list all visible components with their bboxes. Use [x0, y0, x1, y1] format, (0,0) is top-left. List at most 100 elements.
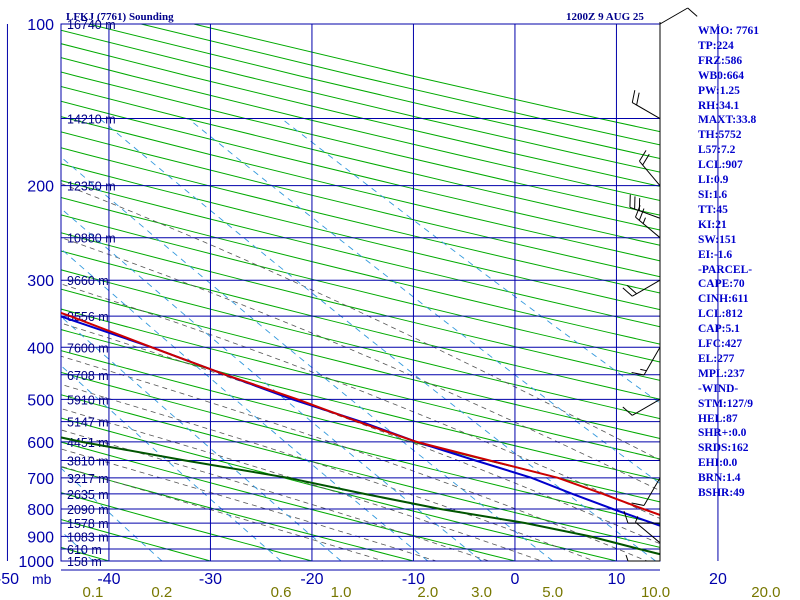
stat-line: EHI:0.0	[698, 457, 738, 470]
wind-barb-staff	[632, 398, 661, 416]
height-label: 8556 m	[67, 310, 109, 324]
stat-line: EI:-1.6	[698, 248, 733, 261]
stat-line: WB0:664	[698, 69, 744, 82]
stat-line: PW:1.25	[698, 84, 740, 97]
dry-adiabat-line	[61, 350, 660, 503]
wind-barb-staff	[639, 160, 661, 186]
wind-barb-flag	[636, 92, 640, 106]
height-label: 610 m	[67, 543, 102, 557]
height-label: 16740 m	[67, 18, 116, 32]
height-label: 9660 m	[67, 274, 109, 288]
wind-barb-flag	[623, 510, 629, 524]
stat-line: KI:21	[698, 218, 727, 231]
wind-barb-flag	[687, 7, 698, 17]
wind-barb-staff	[635, 521, 661, 544]
grid	[6, 23, 719, 571]
stats-panel: WMO: 7761 TP:224 FRZ:586 WB0:664 PW:1.25 RH:3…	[698, 24, 798, 501]
temperature-tick-label: 0	[510, 571, 519, 588]
pressure-tick-label: 800	[27, 502, 54, 519]
temperature-tick-label: 10	[608, 571, 626, 588]
mixing-ratio-lines	[61, 118, 660, 561]
dry-adiabat-line	[61, 329, 660, 481]
dry-adiabat-line	[61, 308, 660, 460]
wind-barb-staff	[659, 7, 688, 25]
sounding-time: 1200Z 9 AUG 25	[566, 11, 644, 23]
stat-line: SRDS:162	[698, 442, 749, 455]
stat-line: CINH:611	[698, 293, 749, 306]
stat-line: SW:151	[698, 233, 737, 246]
mixing-ratio-line	[61, 207, 482, 561]
mixing-ratio-label: 2.0	[417, 584, 438, 600]
dry-adiabat-line	[61, 466, 416, 561]
stat-line: STM:127/9	[698, 397, 753, 410]
wind-barb-flag	[631, 502, 645, 507]
mixing-ratio-label: 0.1	[83, 584, 104, 600]
height-label: 2635 m	[67, 488, 109, 502]
wind-barb-flag	[626, 284, 637, 295]
dry-adiabat-line	[61, 394, 660, 548]
height-label: 1083 m	[67, 530, 109, 544]
dry-adiabat-line	[61, 131, 660, 278]
dry-adiabat-line	[61, 417, 619, 561]
stat-line: CAP:5.1	[698, 323, 740, 336]
wind-barb-half-flag	[625, 554, 629, 562]
dry-adiabat-line	[61, 71, 660, 216]
moist-adiabats	[61, 183, 660, 561]
moist-adiabat-line	[61, 429, 490, 561]
pressure-tick-label: 100	[27, 17, 54, 34]
stat-line: WMO: 7761	[698, 25, 760, 37]
dry-adiabat-line	[61, 269, 660, 420]
wind-barb-staff	[629, 206, 661, 219]
temperature-tick-label: 20	[709, 571, 727, 588]
wind-barb	[639, 150, 661, 186]
wind-barb-half-flag	[635, 516, 639, 523]
stat-line: HEL:87	[698, 412, 738, 425]
stat-line: LCL:812	[698, 308, 743, 321]
wind-barb-half-flag	[640, 368, 647, 372]
stat-line: LI:0.9	[698, 174, 729, 187]
height-label: 5147 m	[67, 416, 109, 430]
height-label: 1578 m	[67, 517, 109, 531]
stat-line: EL:277	[698, 352, 735, 365]
temperature-tick-label: -30	[199, 571, 222, 588]
mixing-ratio-line	[187, 118, 660, 485]
temperature-tick-label: -40	[97, 571, 120, 588]
height-label: 3217 m	[67, 472, 109, 486]
stat-line: TT:45	[698, 203, 728, 216]
pressure-tick-label: 700	[27, 471, 54, 488]
pressure-tick-label: 1000	[18, 554, 54, 571]
height-label: 14210 m	[67, 113, 116, 127]
dry-adiabat-line	[61, 180, 660, 328]
height-label: 10880 m	[67, 232, 116, 246]
stat-line: SHR+:0.0	[698, 427, 747, 440]
stat-line: BSHR:49	[698, 487, 745, 500]
height-label: 6708 m	[67, 369, 109, 383]
wind-barb	[623, 510, 660, 524]
wind-barbs	[622, 7, 698, 562]
wind-barb-staff	[632, 102, 661, 119]
stat-line: RH:34.1	[698, 99, 740, 112]
pressure-tick-label: 900	[27, 529, 54, 546]
dry-adiabat-line	[61, 43, 660, 187]
chart-title: LFKJ (7761) Sounding	[66, 11, 174, 23]
wind-barb	[631, 90, 661, 119]
dry-adiabat-line	[61, 196, 660, 345]
wind-barb	[635, 516, 661, 544]
pressure-tick-label: 500	[27, 392, 54, 409]
profiles	[61, 311, 660, 556]
wind-barb	[625, 554, 660, 562]
height-label: 3810 m	[67, 455, 109, 469]
dry-adiabats	[61, 24, 660, 561]
moist-adiabat-line	[61, 448, 438, 561]
dry-adiabat-line	[61, 116, 660, 262]
dry-adiabat-line	[61, 232, 660, 381]
height-label: 5910 m	[67, 393, 109, 407]
pressure-unit-label: mb	[32, 571, 52, 587]
temperature-tick-label: -50	[0, 571, 19, 588]
wind-barb-flag	[622, 287, 633, 297]
wind-barb	[659, 7, 698, 25]
stat-line: L57:7.2	[698, 144, 736, 157]
wind-barb-staff	[643, 347, 661, 376]
height-labels: 16740 m 14210 m 12350 m 10880 m 9660 m 8556 m…	[67, 18, 116, 569]
